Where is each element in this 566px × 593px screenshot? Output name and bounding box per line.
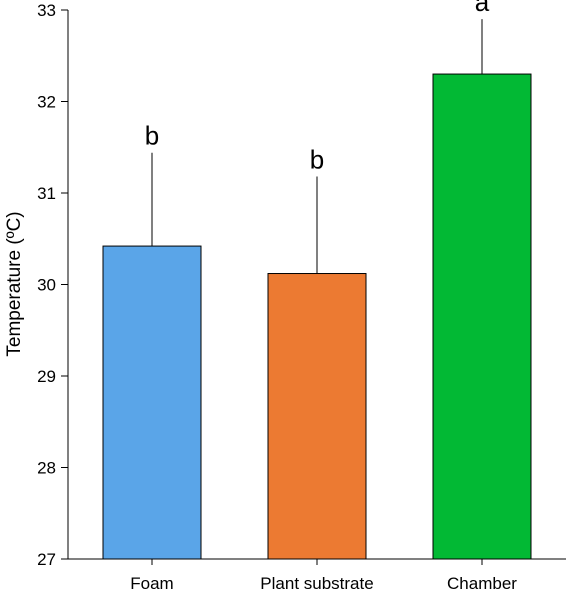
bar: [102, 245, 202, 560]
y-tick-label: 29: [37, 367, 56, 386]
x-tick-label: Plant substrate: [260, 574, 373, 593]
significance-label: b: [310, 145, 324, 175]
bar: [432, 73, 532, 560]
y-tick-label: 31: [37, 184, 56, 203]
x-tick-label: Foam: [130, 574, 173, 593]
labels: 27 28 29 30 31 32 33 Foam b Plant substrate b Chamb…: [37, 0, 517, 593]
y-tick-label: 28: [37, 459, 56, 478]
y-axis-label: Temperature (ºC): [4, 211, 25, 356]
y-tick-label: 32: [37, 93, 56, 112]
y-tick-label: 30: [37, 276, 56, 295]
y-tick-label: 33: [37, 1, 56, 20]
y-tick-label: 27: [37, 550, 56, 569]
bars: [102, 19, 532, 560]
bar: [267, 273, 367, 560]
x-tick-label: Chamber: [447, 574, 517, 593]
significance-label: a: [475, 0, 490, 17]
significance-label: b: [145, 121, 159, 151]
